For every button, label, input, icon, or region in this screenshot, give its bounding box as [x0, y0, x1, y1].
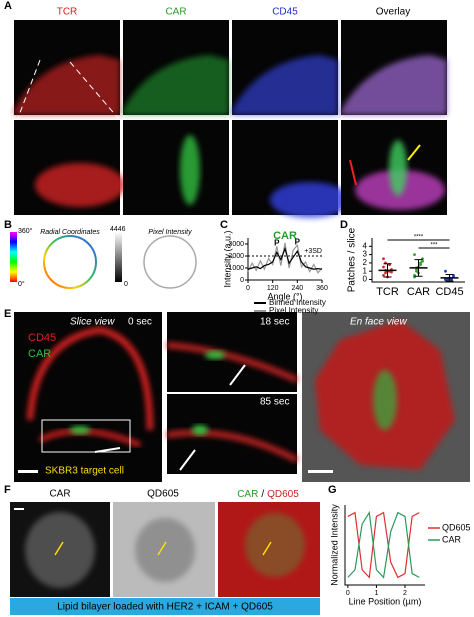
panel-label: B [4, 219, 12, 231]
column-header: CD45 [272, 7, 298, 18]
image-caption: SKBR3 target cell [45, 466, 124, 477]
significance-label: *** [430, 243, 438, 249]
subpanel-title: Pixel Intensity [148, 229, 192, 236]
panel-label: E [4, 308, 11, 320]
panel-label: F [4, 484, 11, 496]
x-tick-label: 360 [316, 285, 328, 292]
data-point [421, 259, 424, 263]
axis [371, 238, 465, 283]
error-bar [414, 259, 423, 277]
legend-label: CAR [442, 534, 462, 544]
channel-label: CAR [28, 348, 51, 360]
data-point [384, 271, 387, 275]
peak-label: P [274, 239, 280, 248]
x-axis-label: Line Position (µm) [349, 596, 422, 606]
error-bar [445, 274, 454, 282]
panel-label: A [4, 0, 12, 12]
legend-label: Pixel Intensity [269, 306, 318, 315]
y-tick-label: 2000 [228, 253, 244, 260]
y-axis-label: Normalized Intensity [329, 504, 339, 586]
header-part: / [261, 489, 264, 500]
x-tick-label: 2 [403, 590, 407, 597]
intensity-trace [143, 235, 197, 289]
y-tick-label: 0 [363, 275, 368, 284]
column-header: CAR / QD605 [237, 489, 299, 500]
channel-label: CD45 [28, 332, 56, 344]
image-panel [14, 312, 470, 482]
y-tick-label: 0 [240, 277, 244, 284]
colorbar-label: 0° [18, 280, 25, 288]
data-point [450, 278, 453, 281]
colorbar-label: 360° [18, 227, 33, 235]
series-line [247, 246, 323, 270]
significance-label: **** [414, 235, 424, 241]
header-part: CAR [237, 489, 258, 500]
category-label: CD45 [435, 286, 463, 298]
data-point [444, 269, 447, 273]
gray-colorbar [115, 232, 122, 282]
hue-colorbar [10, 232, 17, 282]
peak-label: P [295, 237, 301, 246]
threshold-label: +3SD [304, 248, 322, 255]
panel-label: C [220, 219, 228, 231]
time-label: 18 sec [260, 317, 289, 328]
y-tick-label: 1 [363, 266, 368, 275]
y-axis-label: Patches / slice [347, 227, 358, 292]
y-tick-label: 1000 [228, 265, 244, 272]
image-row [14, 120, 447, 218]
y-tick-label: 3 [363, 250, 368, 259]
data-point [446, 278, 449, 281]
banner-text: Lipid bilayer loaded with HER2 + ICAM + … [57, 602, 273, 613]
column-header: QD605 [147, 489, 179, 500]
time-label: 0 sec [128, 317, 152, 328]
axis [344, 505, 425, 586]
x-tick-label: 120 [267, 285, 279, 292]
y-tick-label: 4 [363, 241, 368, 250]
x-tick-label: 0 [346, 590, 350, 597]
image-caption: Slice view [70, 317, 115, 328]
chart-title: CAR [273, 230, 297, 242]
colorbar-label: 0 [124, 281, 128, 288]
image-caption: En face view [350, 317, 407, 328]
panel-label: G [328, 484, 337, 496]
data-point [413, 253, 416, 257]
legend-label: QD605 [442, 522, 471, 532]
y-tick-label: 2 [363, 258, 368, 267]
data-point [390, 270, 393, 274]
panel-label: D [340, 219, 348, 231]
y-axis-label: Intensity (a.u.) [222, 230, 232, 287]
series-line [247, 242, 323, 274]
data-point [382, 265, 385, 269]
colorbar-label: 4446 [110, 226, 126, 233]
data-point [382, 257, 385, 261]
image-row [14, 20, 447, 119]
time-label: 85 sec [260, 397, 289, 408]
series-line [347, 510, 420, 579]
image-row [10, 502, 320, 597]
column-header: CAR [165, 7, 186, 18]
radial-trace [43, 235, 97, 289]
data-point [382, 273, 385, 277]
error-bar [383, 263, 392, 278]
category-label: TCR [376, 286, 399, 298]
column-header: TCR [57, 7, 78, 18]
category-label: CAR [407, 286, 430, 298]
column-header: Overlay [376, 7, 410, 18]
x-axis-label: Angle (°) [267, 291, 302, 301]
y-tick-label: 3000 [228, 241, 244, 248]
legend-label: Binned Intensity [269, 298, 326, 307]
column-header: CAR [49, 489, 70, 500]
data-point [419, 263, 422, 266]
header-part: QD605 [267, 489, 299, 500]
x-tick-label: 0 [246, 285, 250, 292]
banner [10, 598, 320, 615]
data-point [444, 278, 447, 281]
x-tick-label: 240 [291, 285, 303, 292]
x-tick-label: 1 [374, 590, 378, 597]
subpanel-title: Radial Coordinates [40, 229, 100, 236]
series-line [347, 511, 420, 579]
